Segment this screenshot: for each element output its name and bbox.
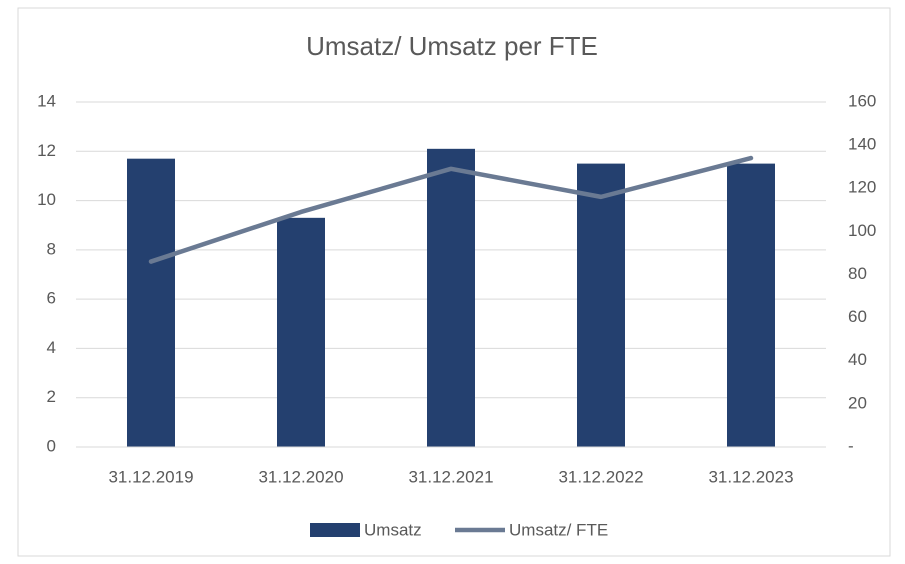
chart-title: Umsatz/ Umsatz per FTE <box>306 31 598 61</box>
y-tick-label: 8 <box>47 239 56 258</box>
y2-tick-label: 20 <box>848 393 867 412</box>
y2-tick-label: - <box>848 436 854 455</box>
y2-tick-label: 120 <box>848 178 876 197</box>
x-tick-label: 31.12.2020 <box>258 467 343 486</box>
line-series <box>148 155 754 264</box>
legend-label: Umsatz/ FTE <box>509 520 608 539</box>
x-tick-label: 31.12.2023 <box>708 467 793 486</box>
y2-tick-label: 160 <box>848 91 876 110</box>
bar <box>427 148 475 448</box>
x-tick-label: 31.12.2021 <box>408 467 493 486</box>
y-tick-label: 0 <box>47 436 56 455</box>
bar <box>577 163 625 447</box>
bar <box>727 163 775 447</box>
y-tick-label: 14 <box>37 91 56 110</box>
y-tick-label: 4 <box>47 338 56 357</box>
x-tick-label: 31.12.2019 <box>108 467 193 486</box>
y2-tick-label: 100 <box>848 221 876 240</box>
y-tick-label: 10 <box>37 190 56 209</box>
x-tick-label: 31.12.2022 <box>558 467 643 486</box>
legend-swatch <box>310 523 360 537</box>
legend-label: Umsatz <box>364 520 422 539</box>
y-tick-label: 6 <box>47 289 56 308</box>
bar <box>127 158 175 447</box>
bar <box>277 217 325 447</box>
y2-tick-label: 80 <box>848 264 867 283</box>
y-tick-label: 2 <box>47 387 56 406</box>
y2-tick-label: 40 <box>848 350 867 369</box>
y2-tick-label: 140 <box>848 135 876 154</box>
y2-tick-label: 60 <box>848 307 867 326</box>
y-tick-label: 12 <box>37 141 56 160</box>
